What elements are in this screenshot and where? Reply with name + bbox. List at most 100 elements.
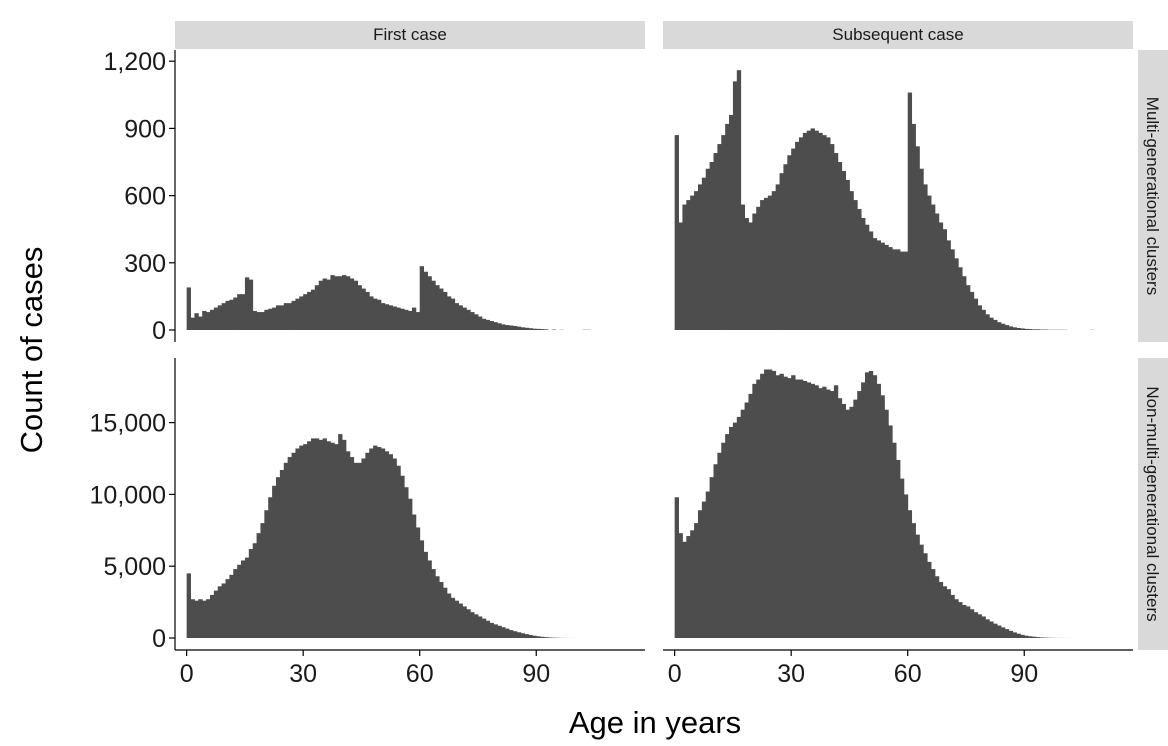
histogram-bar — [1008, 326, 1014, 330]
histogram-bar — [334, 276, 339, 330]
histogram-bar — [206, 599, 211, 638]
histogram-bar — [524, 327, 529, 330]
histogram-bar — [822, 135, 827, 330]
histogram-bar — [369, 448, 374, 638]
histogram-bar — [954, 599, 959, 638]
histogram-bar — [474, 614, 479, 638]
histogram-bar — [923, 553, 928, 638]
histogram-bar — [899, 251, 905, 330]
histogram-bar — [303, 294, 308, 330]
histogram-bar — [353, 462, 359, 638]
histogram-bar — [540, 329, 545, 330]
histogram-bar — [740, 409, 746, 638]
histogram-bar — [767, 195, 773, 330]
histogram-bar — [931, 204, 936, 330]
histogram-bar — [857, 209, 862, 330]
histogram-bar — [907, 92, 913, 330]
histogram-bar — [392, 458, 397, 638]
histogram-bar — [795, 379, 800, 638]
x-axis-title: Age in years — [569, 705, 741, 740]
histogram-bar — [225, 579, 230, 638]
y-tick-label: 600 — [124, 183, 166, 211]
histogram-bar — [911, 523, 916, 638]
histogram-bar — [497, 625, 502, 638]
histogram-bar — [190, 317, 195, 330]
histogram-bar — [536, 636, 541, 638]
histogram-bar — [938, 582, 944, 638]
histogram-bar — [431, 280, 436, 330]
histogram-bar — [342, 275, 347, 330]
histogram-bar — [206, 312, 211, 330]
histogram-bar — [307, 441, 312, 638]
histogram-bar — [427, 560, 432, 638]
histogram-bar — [903, 251, 909, 330]
histogram-bar — [435, 576, 440, 638]
histogram-bar — [330, 275, 335, 330]
histogram-bar — [489, 622, 494, 638]
y-axis-title: Count of cases — [14, 247, 49, 454]
histogram-bar — [462, 606, 467, 638]
histogram-bar — [505, 628, 510, 638]
histogram-bar — [1016, 633, 1021, 638]
histogram-bar — [481, 618, 487, 638]
histogram-bar — [717, 144, 722, 330]
histogram-bar — [1035, 637, 1041, 638]
histogram-bar — [965, 285, 971, 330]
histogram-bar — [1012, 632, 1017, 638]
histogram-bar — [388, 454, 393, 638]
histogram-bar — [977, 305, 982, 330]
histogram-bar — [256, 533, 261, 638]
histogram-bar — [376, 299, 382, 330]
histogram-bar — [264, 510, 269, 638]
histogram-bar — [516, 632, 522, 638]
histogram-bar — [845, 179, 850, 330]
histogram-bar — [682, 204, 687, 330]
histogram-bar — [713, 153, 718, 330]
histogram-bar — [272, 485, 277, 638]
histogram-bar — [833, 385, 839, 638]
histogram-bar — [791, 148, 796, 330]
histogram-bar — [477, 316, 483, 330]
histogram-bar — [868, 370, 874, 638]
histogram-bar — [458, 603, 463, 638]
histogram-bar — [686, 200, 691, 330]
y-tick-label: 0 — [152, 317, 166, 345]
histogram-bar — [439, 582, 444, 638]
histogram-bar — [326, 279, 331, 330]
histogram-bar — [802, 132, 808, 330]
y-tick-label: 15,000 — [90, 410, 166, 438]
histogram-bar — [857, 391, 862, 638]
histogram-bar — [509, 325, 514, 330]
histogram-bar — [864, 224, 870, 330]
histogram-bar — [896, 459, 901, 638]
histogram-bar — [732, 81, 738, 330]
histogram-bar — [415, 312, 421, 330]
histogram-bar — [1028, 329, 1033, 330]
histogram-bar — [547, 637, 553, 638]
histogram-bar — [217, 586, 223, 638]
histogram-bar — [771, 370, 777, 638]
histogram-bar — [977, 614, 982, 638]
histogram-bar — [798, 137, 804, 330]
histogram-bar — [701, 177, 707, 330]
histogram-bar — [213, 590, 219, 638]
strip-non-multi-generational-clusters — [1138, 358, 1168, 650]
histogram-bar — [1000, 627, 1006, 638]
histogram-bar — [849, 191, 854, 330]
histogram-bar — [1000, 323, 1006, 330]
histogram-bar — [946, 589, 951, 638]
histogram-bar — [830, 144, 835, 330]
histogram-bar — [806, 130, 812, 330]
histogram-bar — [287, 303, 292, 330]
histogram-bar — [678, 222, 683, 330]
histogram-bar — [349, 457, 355, 638]
histogram-bar — [981, 616, 986, 638]
histogram-bar — [1039, 637, 1045, 638]
histogram-bar — [528, 634, 533, 638]
histogram-bar — [1032, 636, 1037, 638]
histogram-bar — [892, 249, 897, 330]
x-tick-label: 30 — [289, 660, 317, 688]
histogram-bar — [732, 422, 738, 638]
histogram-bar — [814, 130, 819, 330]
histogram-bar — [923, 184, 928, 330]
